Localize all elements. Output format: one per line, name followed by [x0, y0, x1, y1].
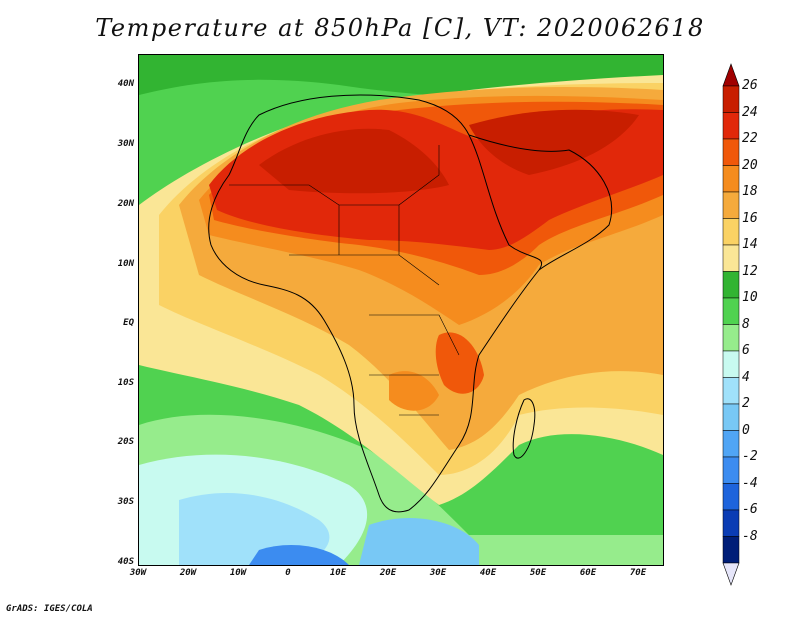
colorbar-tick-label: 14 [742, 237, 758, 252]
country-borders [229, 145, 460, 416]
colorbar-tick-label: -2 [742, 449, 758, 464]
temperature-map [138, 54, 664, 566]
lon-tick-label: 10E [329, 568, 347, 578]
field-east-africa-warm [435, 332, 484, 394]
colorbar-tick-label: 16 [742, 210, 758, 226]
lat-tick-label: 10S [117, 378, 134, 388]
colorbar-tick-label: 24 [742, 104, 758, 120]
lon-tick-label: 20E [379, 568, 397, 578]
lat-tick-label: 30N [117, 139, 134, 149]
lat-tick-label: 40S [117, 557, 134, 567]
colorbar-swatch [722, 483, 740, 511]
colorbar-swatch [722, 191, 740, 219]
colorbar-under-arrow [722, 562, 740, 586]
colorbar-swatch [722, 377, 740, 405]
lon-tick-label: 10W [229, 568, 247, 578]
colorbar-tick-label: 18 [742, 184, 758, 199]
colorbar-over-arrow [722, 63, 740, 87]
lat-tick-label: 20S [117, 437, 134, 447]
colorbar-swatch [722, 271, 740, 299]
lat-tick-label: 40N [117, 79, 134, 89]
colorbar-tick-label: 0 [742, 422, 750, 438]
colorbar-tick-label: -8 [742, 528, 758, 544]
africa-coastline [208, 94, 542, 513]
colorbar-tick-label: 8 [742, 316, 750, 332]
colorbar-tick-label: 12 [742, 263, 758, 279]
lon-tick-label: 40E [479, 568, 497, 578]
colorbar-swatch [722, 165, 740, 193]
lon-tick-label: 30E [429, 568, 447, 578]
field-coldest [249, 545, 349, 565]
colorbar-swatch [722, 350, 740, 378]
colorbar-swatch [722, 403, 740, 431]
arabia-coastline [468, 134, 613, 271]
lon-tick-label: 0 [285, 568, 291, 578]
colorbar-tick-label: 22 [742, 131, 758, 146]
colorbar-tick-label: 20 [742, 157, 758, 173]
lon-tick-label: 70E [629, 568, 647, 578]
chart-title: Temperature at 850hPa [C], VT: 202006261… [95, 14, 705, 42]
field-26c-arabia [469, 109, 639, 175]
colorbar-swatch [722, 509, 740, 537]
field-cold-south-africa [359, 517, 479, 565]
colorbar-tick-label: 6 [742, 343, 750, 358]
colorbar-swatch [722, 85, 740, 113]
lat-tick-label: EQ [123, 318, 134, 328]
colorbar-tick-label: -6 [742, 502, 758, 517]
lat-tick-label: 10N [117, 259, 134, 269]
colorbar-tick-label: 26 [742, 78, 758, 93]
colorbar-swatch [722, 218, 740, 246]
colorbar-swatch [722, 297, 740, 325]
colorbar-swatch [722, 244, 740, 272]
colorbar-tick-label: 10 [742, 290, 758, 305]
lon-tick-label: 30W [129, 568, 147, 578]
colorbar-swatch [722, 430, 740, 458]
field-central-warm [389, 371, 439, 411]
lon-tick-label: 60E [579, 568, 597, 578]
lat-tick-label: 30S [117, 497, 134, 507]
colorbar-swatch [722, 324, 740, 352]
colorbar-swatch [722, 112, 740, 140]
temperature-field [139, 55, 663, 565]
colorbar-tick-label: -4 [742, 475, 758, 491]
credit-text: GrADS: IGES/COLA [6, 604, 93, 614]
lon-tick-label: 50E [529, 568, 547, 578]
colorbar-tick-label: 2 [742, 396, 750, 411]
field-26c-west [259, 128, 449, 194]
colorbar-swatch [722, 536, 740, 564]
colorbar-swatch [722, 138, 740, 166]
colorbar-swatch [722, 456, 740, 484]
lon-tick-label: 20W [179, 568, 197, 578]
lat-tick-label: 20N [117, 199, 134, 209]
colorbar-tick-label: 4 [742, 369, 750, 385]
colorbar [722, 63, 740, 586]
madagascar-coastline [512, 398, 536, 459]
